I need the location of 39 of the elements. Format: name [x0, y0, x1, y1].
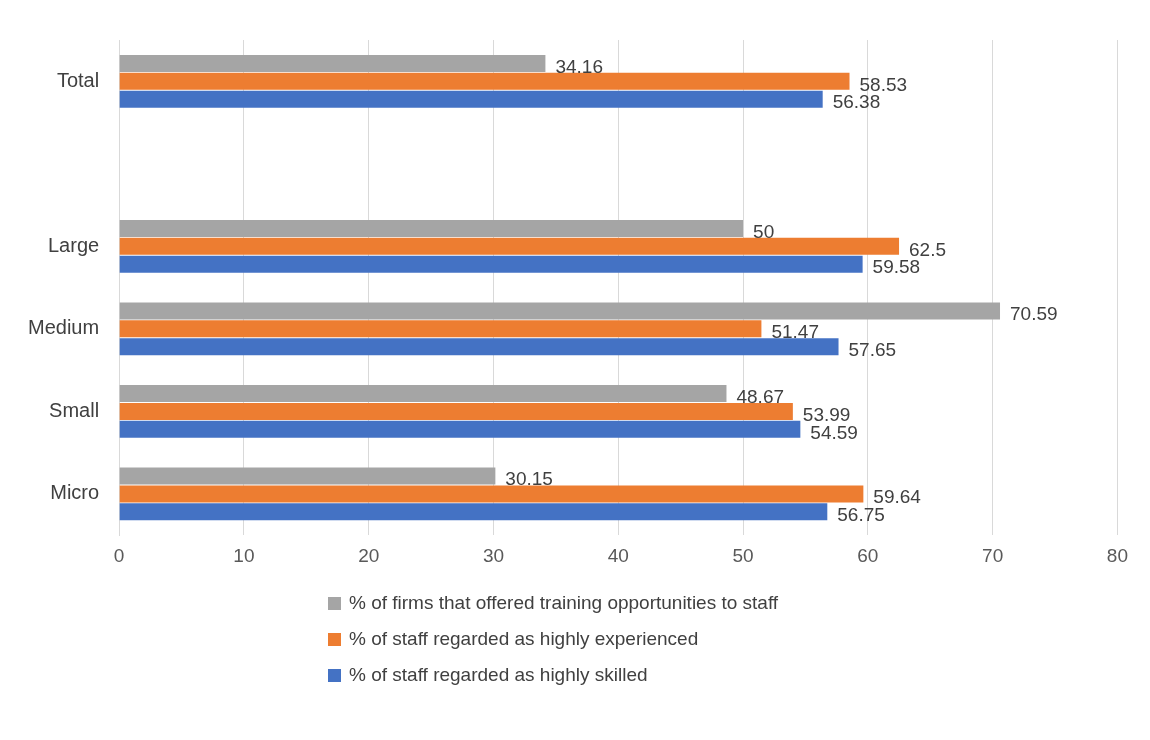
- bar: [119, 90, 823, 108]
- y-tick-label: Medium: [27, 316, 100, 339]
- x-tick-label: 40: [607, 544, 629, 566]
- data-label: 30.15: [505, 468, 553, 490]
- bar: [119, 420, 801, 438]
- x-tick-label: 0: [113, 544, 125, 566]
- bar: [119, 255, 863, 273]
- bar: [119, 72, 850, 90]
- x-tick-label: 80: [1106, 544, 1128, 566]
- bar: [119, 237, 900, 255]
- bar: [119, 320, 762, 338]
- x-tick-label: 20: [358, 544, 380, 566]
- bar: [119, 402, 793, 420]
- legend-label: % of staff regarded as highly experienced: [349, 628, 699, 650]
- y-tick-label: Micro: [50, 481, 100, 504]
- y-tick-label: Large: [47, 233, 100, 256]
- data-label: 50: [753, 220, 775, 242]
- bar: [119, 302, 1001, 320]
- data-label: 57.65: [848, 338, 897, 360]
- bar: [119, 467, 496, 485]
- bar: [119, 385, 727, 403]
- x-tick-label: 70: [982, 544, 1004, 566]
- x-tick-label: 50: [732, 544, 754, 566]
- y-tick-label: Total: [56, 68, 100, 91]
- data-label: 70.59: [1010, 303, 1058, 325]
- data-label: 48.67: [736, 385, 785, 407]
- legend-label: % of firms that offered training opportunities to staff: [349, 592, 779, 614]
- bar: [119, 54, 546, 72]
- data-label: 51.47: [771, 321, 819, 343]
- x-tick-label: 60: [857, 544, 879, 566]
- x-tick-label: 10: [233, 544, 255, 566]
- legend-label: % of staff regarded as highly skilled: [349, 664, 648, 686]
- bar: [119, 219, 744, 237]
- bar: [119, 485, 864, 503]
- x-tick-label: 30: [482, 544, 505, 566]
- y-tick-label: Small: [49, 398, 100, 421]
- data-label: 34.16: [555, 55, 603, 77]
- bar: [119, 503, 828, 521]
- bar: [119, 338, 839, 356]
